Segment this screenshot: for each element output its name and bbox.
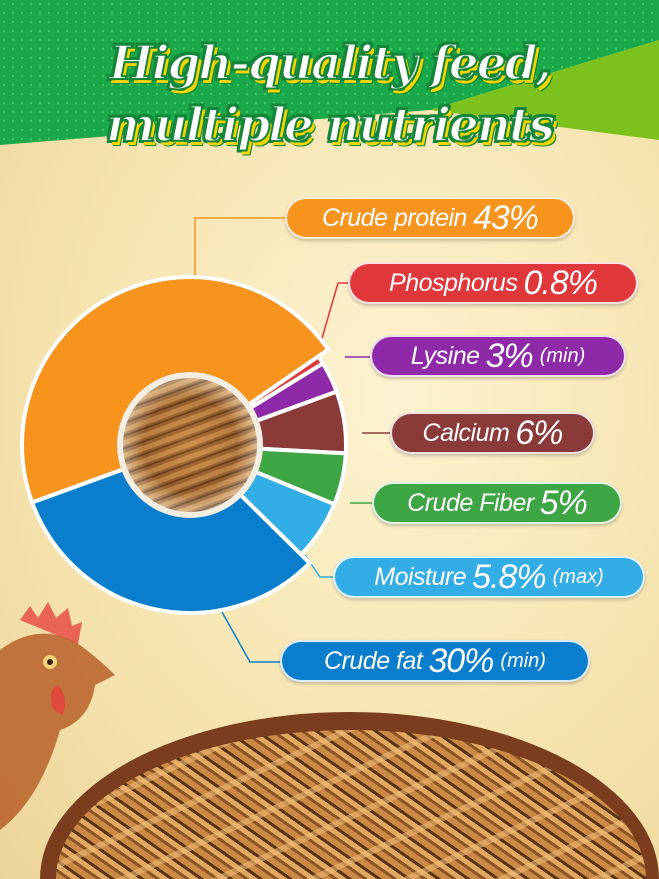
leader-line — [194, 217, 285, 290]
nutrient-name: Lysine — [410, 341, 480, 370]
nutrient-value: 3% — [485, 336, 534, 375]
nutrient-name: Crude Fiber — [407, 488, 534, 517]
nutrient-value: 5.8% — [472, 557, 546, 596]
center-image-shade — [123, 378, 257, 512]
title-line-1: High-quality feed, — [108, 35, 553, 92]
label-moisture: Moisture 5.8% (max) — [333, 556, 645, 598]
nutrient-name: Crude protein — [321, 203, 467, 232]
label-calcium: Calcium 6% — [390, 412, 595, 454]
nutrient-qualifier: (min) — [539, 344, 586, 367]
chicken-image — [0, 602, 115, 830]
label-crude-fat: Crude fat 30% (min) — [280, 640, 590, 682]
nutrient-value: 5% — [539, 483, 588, 522]
title-line-2: multiple nutrients — [105, 97, 556, 154]
label-crude-protein: Crude protein 43% — [285, 197, 575, 239]
title-banner — [0, 0, 659, 145]
nutrient-name: Moisture — [374, 562, 467, 591]
label-phosphorus: Phosphorus 0.8% — [348, 262, 638, 304]
nutrient-name: Phosphorus — [389, 268, 518, 297]
label-lysine: Lysine 3% (min) — [370, 335, 626, 377]
nutrient-name: Calcium — [422, 418, 510, 447]
nutrient-value: 43% — [472, 198, 539, 237]
nutrient-name: Crude fat — [324, 646, 423, 675]
nutrient-value: 30% — [428, 641, 494, 680]
leader-line — [221, 611, 280, 663]
nutrient-value: 6% — [515, 413, 563, 452]
label-crude-fiber: Crude Fiber 5% — [372, 482, 622, 524]
nutrient-qualifier: (max) — [552, 565, 604, 588]
nutrient-value: 0.8% — [523, 263, 597, 302]
nutrient-qualifier: (min) — [500, 649, 546, 672]
leader-line — [317, 282, 348, 353]
